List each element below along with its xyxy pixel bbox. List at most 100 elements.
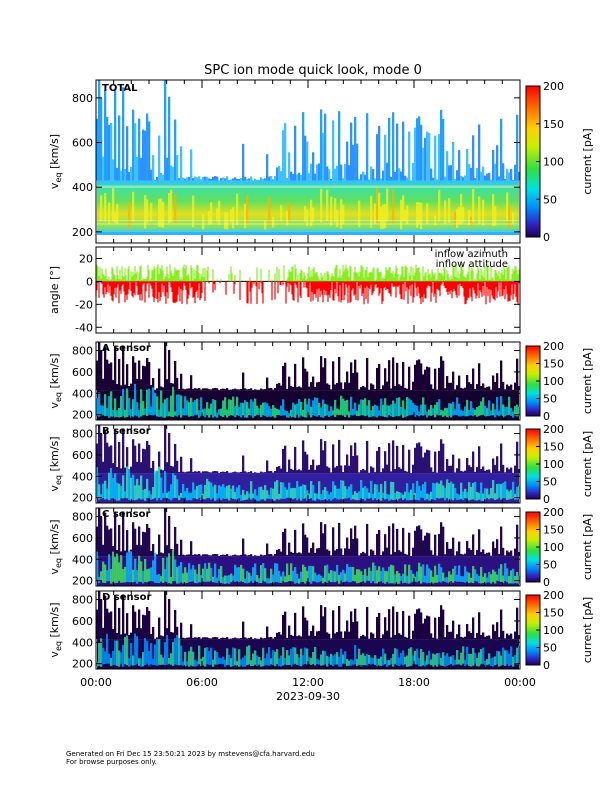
heatmap-streak — [166, 557, 169, 584]
heatmap-streak — [384, 571, 387, 584]
heatmap-column — [282, 366, 285, 391]
heatmap-column — [278, 549, 281, 557]
heatmap-column — [382, 468, 385, 474]
footer-generated: Generated on Fri Dec 15 23:50:21 2023 by… — [66, 750, 315, 758]
heatmap-column — [412, 547, 415, 557]
heatmap-streak — [210, 202, 213, 225]
heatmap-streak — [376, 658, 379, 667]
heatmap-streak — [494, 656, 497, 665]
heatmap-streak — [228, 654, 231, 666]
heatmap-column — [198, 176, 201, 181]
heatmap-column — [270, 176, 273, 181]
heatmap-column — [144, 449, 147, 474]
heatmap-column — [316, 631, 319, 640]
heatmap-column — [466, 541, 469, 557]
heatmap-column — [182, 637, 185, 640]
heatmap-column — [174, 526, 177, 557]
heatmap-streak — [408, 564, 411, 584]
heatmap-column — [296, 387, 299, 391]
heatmap-column — [160, 635, 163, 640]
heatmap-column — [378, 529, 381, 557]
heatmap-column — [322, 533, 325, 557]
heatmap-column — [164, 425, 167, 474]
heatmap-column — [106, 359, 109, 391]
heatmap-streak — [412, 483, 415, 501]
heatmap-streak — [288, 482, 291, 498]
heatmap-streak — [320, 407, 323, 418]
heatmap-column — [102, 461, 105, 474]
heatmap-column — [306, 141, 309, 181]
heatmap-streak — [242, 402, 245, 416]
heatmap-streak — [272, 650, 275, 666]
heatmap-column — [318, 547, 321, 557]
heatmap-column — [242, 621, 245, 640]
heatmap-streak — [102, 561, 105, 583]
heatmap-streak — [324, 651, 327, 665]
heatmap-column — [510, 384, 513, 391]
heatmap-streak — [376, 187, 379, 223]
heatmap-streak — [224, 659, 227, 667]
heatmap-streak — [332, 655, 335, 667]
heatmap-column — [362, 171, 365, 181]
heatmap-streak — [472, 648, 475, 666]
heatmap-streak — [174, 638, 177, 665]
heatmap-column — [388, 117, 391, 181]
heatmap-column — [286, 554, 289, 557]
x-tick-label: 18:00 — [398, 676, 430, 689]
heatmap-column — [500, 118, 503, 181]
heatmap-column — [408, 449, 411, 474]
heatmap-streak — [232, 396, 235, 416]
heatmap-streak — [372, 406, 375, 417]
heatmap-column — [278, 383, 281, 391]
heatmap-column — [124, 384, 127, 391]
heatmap-column — [480, 171, 483, 181]
heatmap-column — [146, 358, 149, 391]
heatmap-streak — [270, 487, 273, 500]
heatmap-column — [136, 378, 139, 391]
heatmap-streak — [254, 489, 257, 501]
heatmap-streak — [356, 410, 359, 417]
heatmap-column — [292, 469, 295, 474]
heatmap-streak — [212, 486, 215, 499]
heatmap-column — [442, 118, 445, 181]
heatmap-streak — [140, 561, 143, 583]
heatmap-streak — [162, 201, 165, 228]
heatmap-streak — [236, 487, 239, 501]
heatmap-column — [378, 612, 381, 640]
heatmap-streak — [452, 401, 455, 416]
heatmap-column — [344, 548, 347, 557]
heatmap-column — [300, 470, 303, 474]
heatmap-streak — [152, 486, 155, 499]
heatmap-column — [116, 167, 119, 181]
heatmap-column — [270, 553, 273, 557]
heatmap-column — [320, 605, 323, 640]
heatmap-streak — [358, 648, 361, 665]
heatmap-column — [196, 554, 199, 557]
heatmap-column — [462, 554, 465, 557]
heatmap-column — [336, 165, 339, 181]
heatmap-column — [370, 383, 373, 391]
heatmap-column — [196, 388, 199, 391]
heatmap-streak — [372, 562, 375, 582]
heatmap-column — [420, 446, 423, 474]
heatmap-column — [180, 539, 183, 557]
heatmap-streak — [438, 399, 441, 416]
heatmap-column — [332, 610, 335, 640]
heatmap-streak — [302, 409, 305, 417]
heatmap-column — [502, 464, 505, 474]
heatmap-streak — [164, 399, 167, 418]
heatmap-column — [352, 539, 355, 557]
heatmap-column — [402, 361, 405, 391]
heatmap-streak — [518, 407, 521, 416]
heatmap-streak — [508, 205, 511, 229]
heatmap-streak — [496, 396, 499, 416]
heatmap-column — [474, 637, 477, 640]
heatmap-streak — [218, 200, 221, 225]
heatmap-column — [308, 469, 311, 474]
heatmap-column — [286, 471, 289, 474]
heatmap-streak — [510, 489, 513, 499]
heatmap-column — [354, 116, 357, 181]
heatmap-column — [510, 633, 513, 640]
heatmap-column — [454, 472, 457, 474]
heatmap-streak — [406, 397, 409, 417]
